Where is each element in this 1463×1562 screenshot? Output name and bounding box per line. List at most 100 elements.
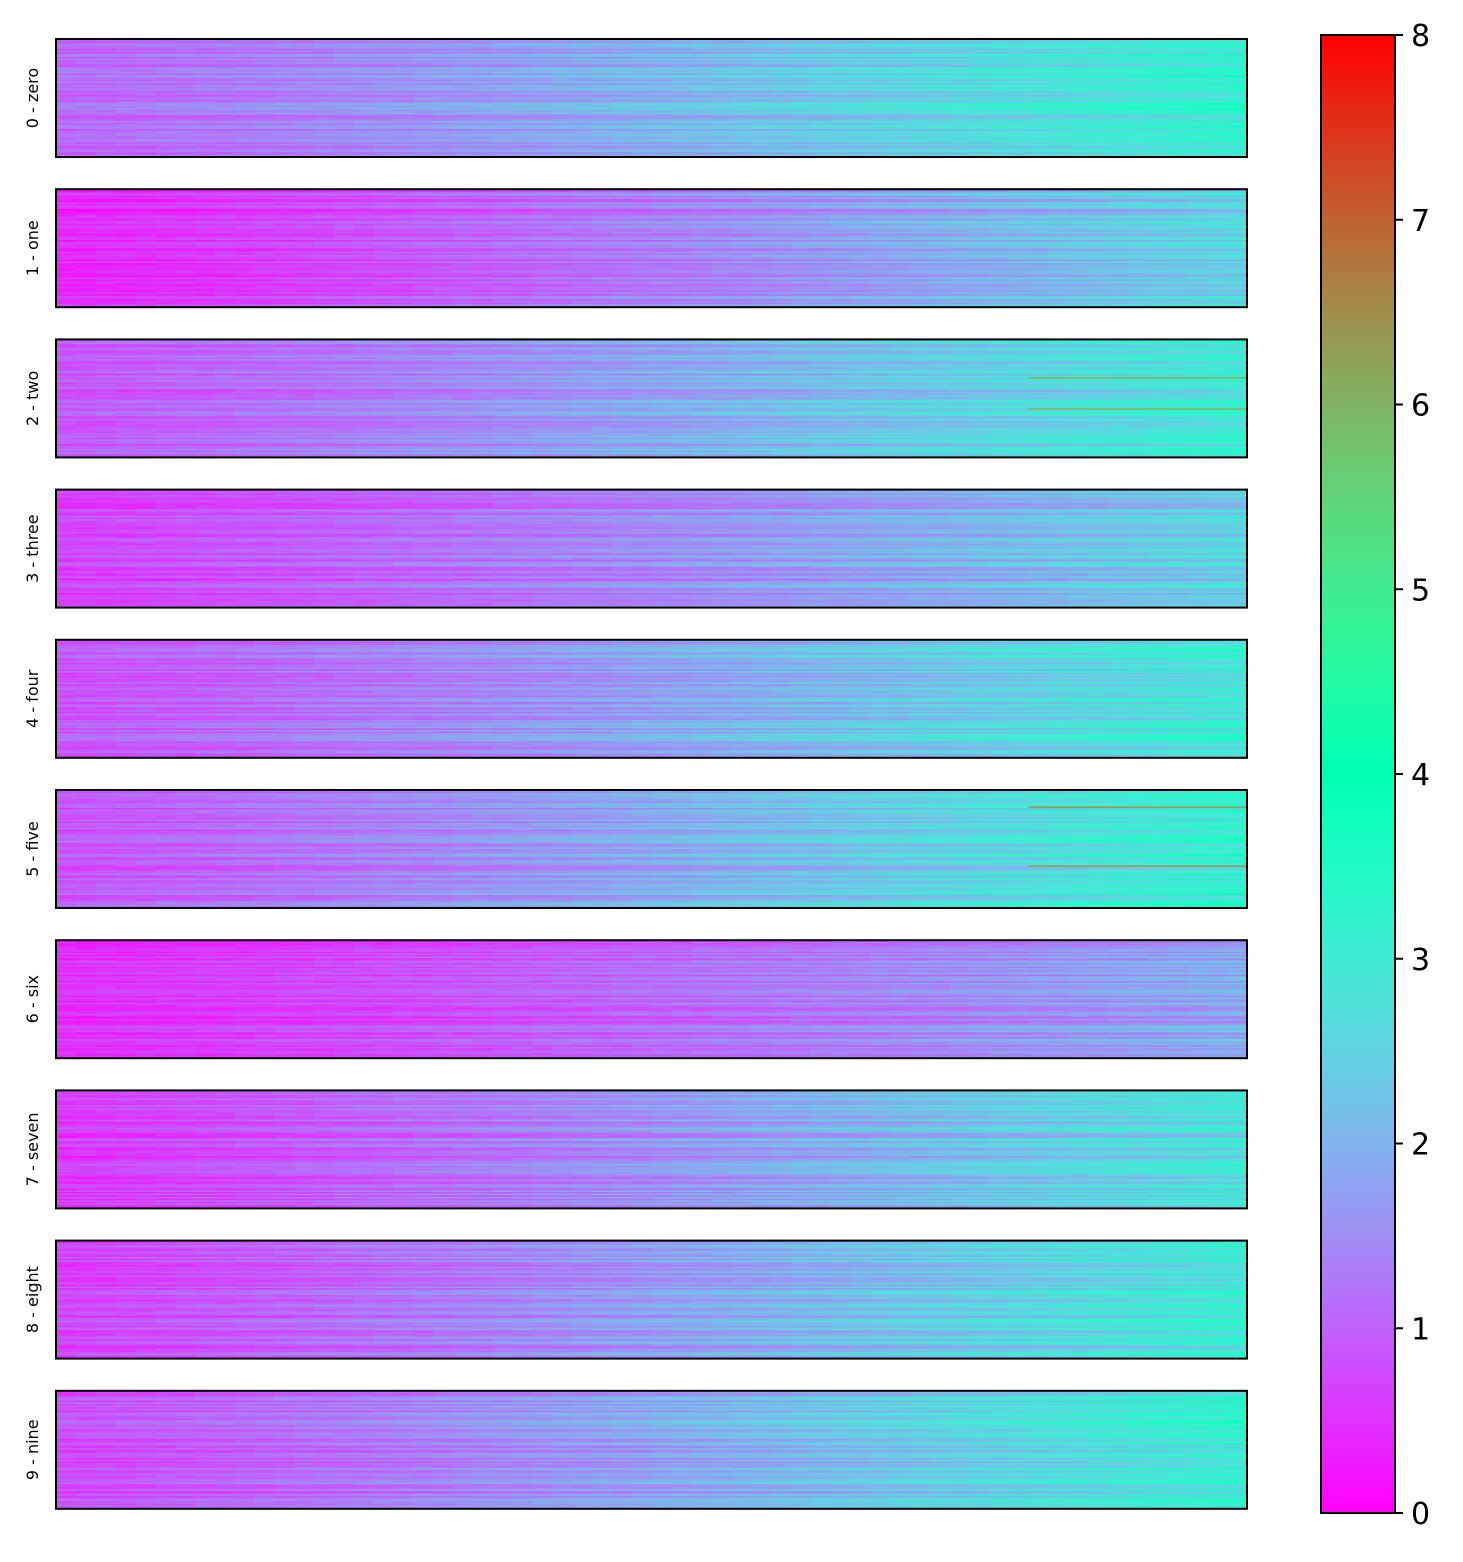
heatmap-cell xyxy=(532,52,553,55)
heatmap-cell xyxy=(373,78,395,81)
heatmap-cell xyxy=(433,45,454,48)
heatmap-cell xyxy=(214,45,236,48)
heatmap-cell xyxy=(1227,52,1248,55)
heatmap-cell xyxy=(750,42,772,45)
heatmap-cell xyxy=(949,71,970,74)
heatmap-cell xyxy=(1048,81,1069,84)
heatmap-cell xyxy=(413,65,434,68)
heatmap-cell xyxy=(453,83,474,86)
heatmap-cell xyxy=(631,79,653,83)
heatmap-cell xyxy=(988,65,1010,68)
heatmap-cell xyxy=(1127,61,1149,64)
heatmap-cell xyxy=(194,57,216,60)
heatmap-cell xyxy=(691,58,712,61)
heatmap-cell xyxy=(254,75,275,78)
heatmap-cell xyxy=(1068,52,1089,55)
heatmap-cell xyxy=(1127,76,1149,79)
heatmap-cell xyxy=(850,57,871,60)
heatmap-cell xyxy=(274,42,295,45)
heatmap-cell xyxy=(830,68,851,71)
heatmap-cell xyxy=(810,79,831,83)
heatmap-cell xyxy=(1028,75,1050,78)
heatmap-cell xyxy=(433,58,454,61)
heatmap-cell xyxy=(254,76,275,79)
heatmap-cell xyxy=(1108,83,1129,86)
heatmap-cell xyxy=(314,39,335,42)
heatmap-cell xyxy=(572,66,593,69)
heatmap-cell xyxy=(969,70,990,73)
heatmap-cell xyxy=(850,40,871,43)
heatmap-cell xyxy=(433,61,454,64)
heatmap-cell xyxy=(572,42,593,45)
heatmap-cell xyxy=(552,42,573,45)
heatmap-cell xyxy=(512,73,533,76)
heatmap-cell xyxy=(1068,63,1089,66)
heatmap-cell xyxy=(492,63,514,66)
heatmap-cell xyxy=(353,63,375,66)
heatmap-cell xyxy=(472,39,494,42)
heatmap-cell xyxy=(572,73,593,76)
heatmap-cell xyxy=(1187,79,1208,83)
heatmap-cell xyxy=(214,58,236,61)
heatmap-cell xyxy=(1127,60,1149,63)
heatmap-cell xyxy=(631,55,653,58)
heatmap-cell xyxy=(492,65,514,68)
heatmap-cell xyxy=(433,53,454,56)
heatmap-cell xyxy=(730,58,752,61)
heatmap-cell xyxy=(314,81,335,84)
heatmap-cell xyxy=(294,60,315,63)
heatmap-cell xyxy=(1068,47,1089,50)
heatmap-cell xyxy=(512,48,533,51)
heatmap-cell xyxy=(850,68,871,71)
heatmap-cell xyxy=(1207,47,1228,50)
heatmap-cell xyxy=(135,42,156,45)
heatmap-cell xyxy=(1008,42,1030,45)
heatmap-cell xyxy=(294,50,315,53)
heatmap-cell xyxy=(214,76,236,79)
heatmap-cell xyxy=(591,42,613,45)
heatmap-cell xyxy=(1028,66,1050,69)
heatmap-cell xyxy=(194,39,216,42)
heatmap-cell xyxy=(1187,78,1208,81)
heatmap-cell xyxy=(353,61,375,64)
heatmap-cell xyxy=(730,81,752,84)
heatmap-cell xyxy=(453,47,474,50)
heatmap-cell xyxy=(472,50,494,53)
heatmap-cell xyxy=(413,84,434,87)
heatmap-cell xyxy=(135,76,156,79)
heatmap-cell xyxy=(155,53,176,56)
heatmap-cell xyxy=(591,70,613,73)
heatmap-cell xyxy=(1227,83,1248,86)
heatmap-cell xyxy=(790,55,811,58)
heatmap-cell xyxy=(56,79,77,83)
heatmap-cell xyxy=(155,40,176,43)
heatmap-cell xyxy=(353,70,375,73)
heatmap-cell xyxy=(988,43,1010,46)
heatmap-cell xyxy=(909,79,930,83)
heatmap-cell xyxy=(651,55,672,58)
heatmap-cell xyxy=(691,40,712,43)
heatmap-cell xyxy=(830,65,851,68)
heatmap-cell xyxy=(95,79,117,83)
heatmap-cell xyxy=(294,45,315,48)
heatmap-cell xyxy=(1207,73,1228,76)
heatmap-cell xyxy=(95,84,117,87)
heatmap-cell xyxy=(1167,47,1189,50)
heatmap-cell xyxy=(1068,50,1089,53)
heatmap-cell xyxy=(909,73,930,76)
heatmap-cell xyxy=(988,60,1010,63)
heatmap-cell xyxy=(850,81,871,84)
heatmap-cell xyxy=(512,79,533,83)
heatmap-cell xyxy=(333,52,355,55)
heatmap-cell xyxy=(711,40,732,43)
heatmap-cell xyxy=(373,40,395,43)
heatmap-cell xyxy=(1127,55,1149,58)
heatmap-cell xyxy=(254,68,275,71)
heatmap-cell xyxy=(214,71,236,74)
heatmap-cell xyxy=(492,60,514,63)
heatmap-cell xyxy=(373,84,395,87)
heatmap-cell xyxy=(790,53,811,56)
heatmap-cell xyxy=(254,55,275,58)
heatmap-cell xyxy=(1167,48,1189,51)
heatmap-cell xyxy=(631,65,653,68)
